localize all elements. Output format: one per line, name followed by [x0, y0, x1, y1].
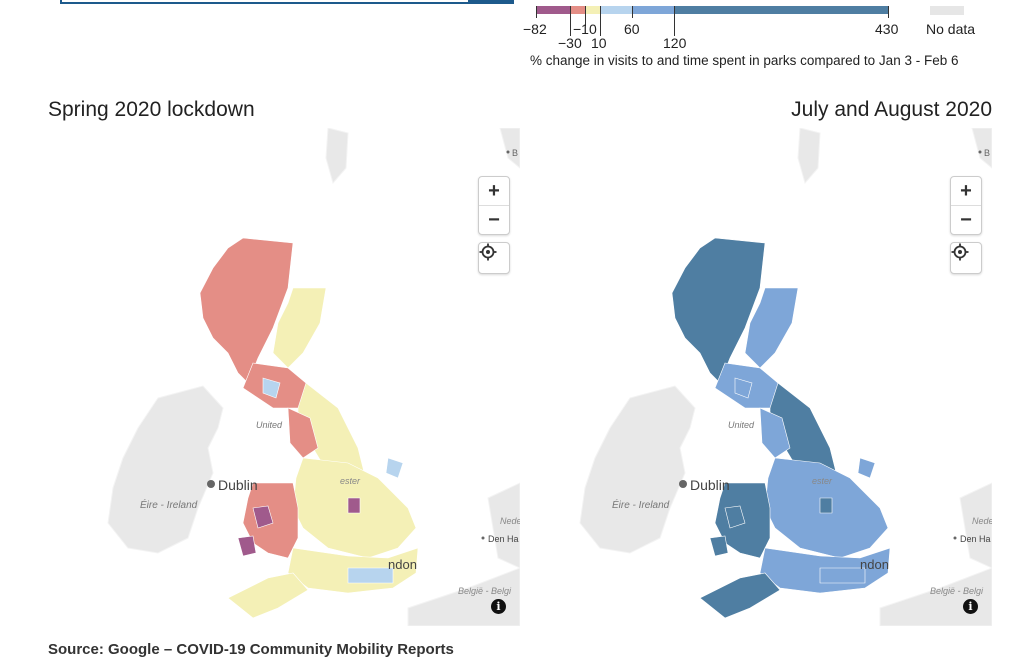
legend-tick — [585, 6, 586, 26]
locate-button[interactable] — [478, 242, 510, 274]
legend: −82 −30 −10 10 60 120 430 No data % chan… — [520, 0, 1000, 80]
france-landmass — [879, 567, 992, 626]
norway-landmass — [971, 128, 992, 169]
legend-tick — [570, 6, 571, 36]
region-cumbria — [287, 407, 319, 459]
zoom-in-button[interactable]: + — [488, 179, 500, 202]
region-accent-2 — [237, 535, 257, 557]
legend-bin-4 — [600, 6, 632, 14]
legend-tick — [632, 6, 633, 18]
legend-tick-label: −82 — [523, 21, 547, 37]
map-canvas[interactable]: Dublin Éire - Ireland United ndon ester … — [520, 128, 992, 626]
locate-icon — [951, 243, 969, 261]
region-accent-2 — [709, 535, 729, 557]
netherlands-landmass — [487, 482, 520, 569]
legend-tick — [600, 6, 601, 36]
region-accent-3 — [819, 497, 833, 514]
zoom-in-button[interactable]: + — [960, 179, 972, 202]
source-note: Source: Google – COVID-19 Community Mobi… — [48, 641, 454, 658]
map-title-spring: Spring 2020 lockdown — [48, 98, 255, 121]
ireland-landmass — [579, 385, 696, 554]
shetland-islands — [797, 128, 821, 185]
zoom-out-button[interactable]: − — [951, 205, 981, 234]
map-title-summer: July and August 2020 — [791, 98, 992, 121]
map-summer-2020[interactable]: Dublin Éire - Ireland United ndon ester … — [520, 128, 992, 626]
region-accent-1 — [252, 505, 274, 529]
legend-bin-3 — [585, 6, 600, 14]
dublin-label: Dublin — [690, 477, 730, 493]
legend-tick — [888, 6, 889, 18]
denhaag-label: Den Ha — [488, 534, 519, 544]
belgie-label: België - Belgi — [458, 586, 512, 596]
dublin-marker — [679, 480, 687, 488]
zoom-out-button[interactable]: − — [479, 205, 509, 234]
no-data-label: No data — [926, 21, 976, 37]
region-blue-3 — [734, 377, 753, 399]
region-southwest — [227, 572, 309, 619]
info-button[interactable]: i — [963, 599, 978, 614]
region-scotland-west — [671, 237, 766, 384]
region-blue-2 — [819, 567, 866, 584]
legend-bin-1 — [536, 6, 570, 14]
belgie-label: België - Belgi — [930, 586, 984, 596]
manchester-label: ester — [340, 476, 361, 486]
search-button[interactable] — [468, 0, 514, 4]
b-label: B — [512, 148, 518, 158]
zoom-control: + − — [950, 176, 982, 235]
legend-bin-5 — [632, 6, 674, 14]
legend-bin-6 — [674, 6, 888, 14]
manchester-label: ester — [812, 476, 833, 486]
london-label: ndon — [860, 557, 889, 572]
london-label: ndon — [388, 557, 417, 572]
ireland-landmass — [107, 385, 224, 554]
region-cumbria — [759, 407, 791, 459]
legend-tick-label: −30 — [558, 35, 582, 51]
no-data-swatch — [930, 6, 964, 15]
netherlands-landmass — [959, 482, 992, 569]
legend-tick-label: 120 — [663, 35, 687, 51]
legend-caption: % change in visits to and time spent in … — [530, 53, 959, 68]
region-accent-1 — [724, 505, 746, 529]
region-accent-3 — [347, 497, 361, 514]
ireland-label: Éire - Ireland — [612, 498, 670, 511]
legend-tick-label: −10 — [573, 21, 597, 37]
legend-tick — [536, 6, 537, 18]
france-landmass — [407, 567, 520, 626]
uk-label: United — [256, 420, 283, 430]
legend-bin-2 — [570, 6, 585, 14]
dublin-marker — [207, 480, 215, 488]
map-spring-2020[interactable]: Dublin Éire - Ireland United ndon ester … — [48, 128, 520, 626]
map-canvas[interactable]: Dublin Éire - Ireland United ndon ester … — [48, 128, 520, 626]
dublin-label: Dublin — [218, 477, 258, 493]
region-southwest — [699, 572, 781, 619]
locate-button[interactable] — [950, 242, 982, 274]
norway-landmass — [499, 128, 520, 169]
nederland-label: Nede — [500, 516, 520, 526]
denhaag-label: Den Ha — [960, 534, 991, 544]
region-scotland-west — [199, 237, 294, 384]
region-blue-2 — [347, 567, 394, 584]
region-blue-1 — [385, 457, 404, 479]
ireland-label: Éire - Ireland — [140, 498, 198, 511]
search-input[interactable] — [60, 0, 470, 4]
legend-tick-label: 10 — [591, 35, 607, 51]
region-blue-3 — [262, 377, 281, 399]
zoom-control: + − — [478, 176, 510, 235]
region-blue-1 — [857, 457, 876, 479]
legend-tick-label: 60 — [624, 21, 640, 37]
info-button[interactable]: i — [491, 599, 506, 614]
legend-tick — [674, 6, 675, 36]
nederland-label: Nede — [972, 516, 992, 526]
b-label: B — [984, 148, 990, 158]
locate-icon — [479, 243, 497, 261]
legend-tick-label: 430 — [875, 21, 899, 37]
uk-label: United — [728, 420, 755, 430]
shetland-islands — [325, 128, 349, 185]
